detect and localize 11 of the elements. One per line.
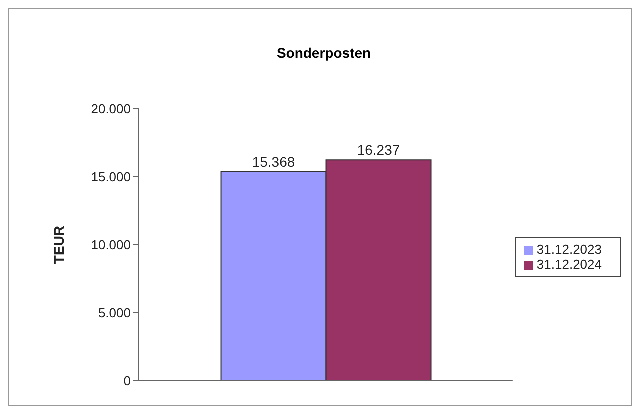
y-tick-label: 10.000 (91, 238, 131, 253)
y-tick-label: 0 (124, 374, 131, 389)
data-label: 15.368 (252, 154, 296, 170)
y-tick-label: 5.000 (98, 306, 131, 321)
y-tick-label: 20.000 (91, 102, 131, 117)
chart-title: Sonderposten (276, 45, 372, 61)
legend-label: 31.12.2023 (536, 242, 602, 257)
y-axis-title: TEUR (50, 226, 67, 264)
data-label: 16.237 (357, 142, 400, 158)
y-tick-label: 15.000 (91, 170, 131, 185)
legend-label: 31.12.2024 (536, 257, 602, 272)
